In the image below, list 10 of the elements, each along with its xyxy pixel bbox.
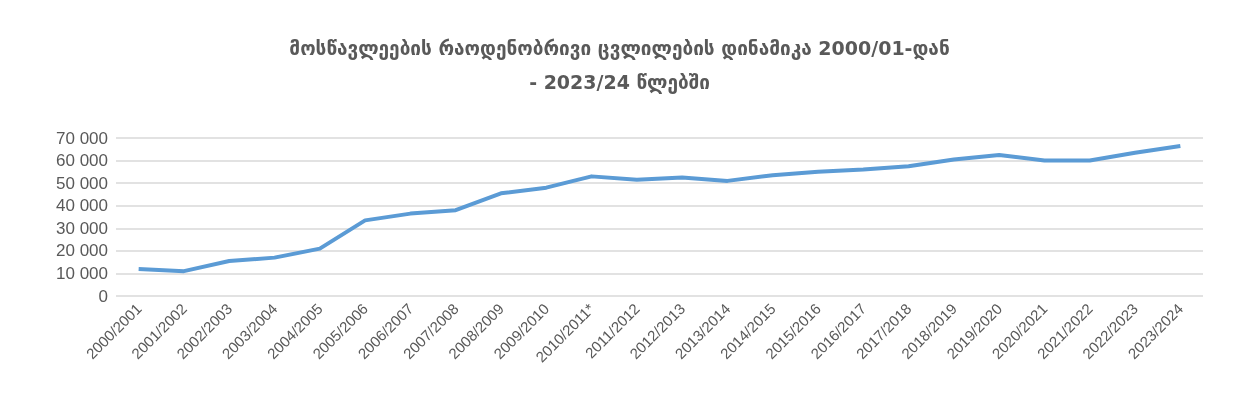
y-tick-label: 40 000 xyxy=(56,196,108,216)
y-tick-label: 50 000 xyxy=(56,173,108,193)
chart-title: მოსწავლეების რაოდენობრივი ცვლილების დინამიკა 2000/01-დან - 2023/24 წლებში xyxy=(289,37,950,94)
y-tick-label: 60 000 xyxy=(56,151,108,171)
y-tick-label: 10 000 xyxy=(56,263,108,283)
y-tick-label: 30 000 xyxy=(56,218,108,238)
line-series xyxy=(136,143,1183,274)
y-tick-label: 70 000 xyxy=(56,128,108,148)
y-tick-label: 20 000 xyxy=(56,241,108,261)
y-tick-label: 0 xyxy=(98,286,108,306)
